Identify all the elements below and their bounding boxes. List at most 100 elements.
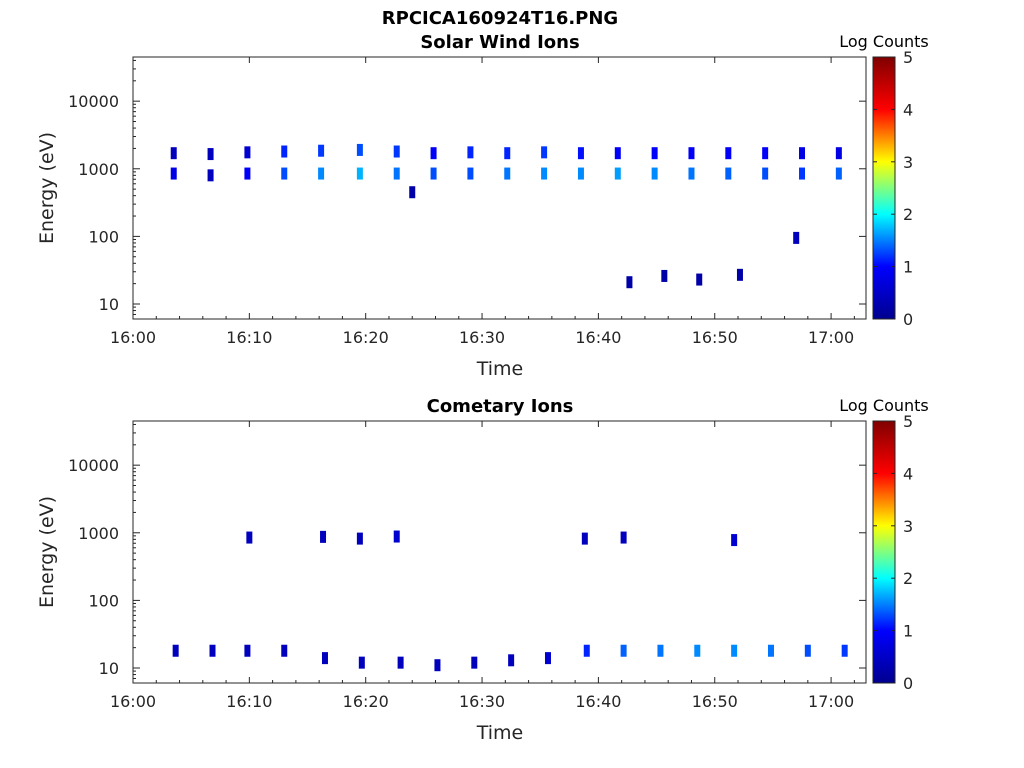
heatmap-cell [651, 147, 658, 160]
heatmap-cell [467, 146, 474, 159]
heatmap-cell [244, 644, 251, 657]
heatmap-cell [731, 534, 738, 547]
heatmap-cell [736, 268, 743, 281]
y-tick-label: 10000 [68, 456, 119, 475]
heatmap-cell [725, 147, 732, 160]
heatmap-cell [281, 644, 288, 657]
heatmap-cell [318, 167, 325, 180]
heatmap-cell [207, 148, 214, 161]
heatmap-cell [467, 167, 474, 180]
heatmap-cell [614, 167, 621, 180]
heatmap-cell [207, 169, 214, 182]
panel-title-solar-wind: Solar Wind Ions [420, 32, 579, 53]
y-tick-label: 10 [99, 659, 119, 678]
heatmap-cell [504, 167, 511, 180]
x-tick-label: 16:20 [343, 692, 389, 711]
colorbar-gradient [872, 420, 896, 684]
panel-cometary: Cometary Ions 16:00 16:10 16:20 16:30 16:40 1… [36, 396, 929, 744]
figure-title: RPCICA160924T16.PNG [382, 8, 618, 29]
heatmap-cell [393, 145, 400, 158]
heatmap-cell [356, 143, 363, 156]
x-tick-label: 16:00 [110, 328, 156, 347]
heatmap-cell [577, 167, 584, 180]
heatmap-cell [626, 276, 633, 289]
heatmap-cell [281, 145, 288, 158]
heatmap-cell [581, 532, 588, 545]
heatmap-cell [835, 167, 842, 180]
heatmap-cell [620, 531, 627, 544]
plot-frame-cometary [132, 420, 867, 684]
heatmap-cell [321, 652, 328, 665]
heatmap-cell [170, 167, 177, 180]
y-axis-label-cometary: Energy (eV) [36, 496, 58, 608]
panel-title-cometary: Cometary Ions [427, 396, 574, 417]
heatmap-cell [409, 186, 416, 199]
panel-solar-wind: Solar Wind Ions 16:00 16:10 16:20 16:30 16:4… [36, 32, 929, 380]
heatmap-cell [731, 644, 738, 657]
x-tick-label: 16:20 [343, 328, 389, 347]
heatmap-cell [434, 659, 441, 672]
heatmap-cell [688, 147, 695, 160]
heatmap-cell [246, 531, 253, 544]
colorbar-tick-label: 5 [903, 412, 913, 431]
x-tick-label: 16:10 [226, 692, 272, 711]
y-tick-label: 10000 [68, 92, 119, 111]
x-axis-label-solar-wind: Time [476, 358, 524, 380]
heatmap-cell [799, 167, 806, 180]
plot-frame-solar-wind [132, 56, 867, 320]
heatmap-cell [541, 167, 548, 180]
heatmap-cell [244, 146, 251, 159]
heatmap-cell [209, 644, 216, 657]
x-tick-label: 16:10 [226, 328, 272, 347]
heatmap-cell [614, 147, 621, 160]
heatmap-cell [762, 147, 769, 160]
axis-ticks-solar-wind: 16:00 16:10 16:20 16:30 16:40 16:50 17:00 10 100… [68, 57, 866, 347]
colorbar-tick-label: 5 [903, 48, 913, 67]
heatmap-cell [393, 530, 400, 543]
x-tick-label: 16:50 [692, 328, 738, 347]
x-tick-label: 16:40 [575, 692, 621, 711]
y-tick-label: 100 [88, 591, 119, 610]
heatmap-cell [725, 167, 732, 180]
heatmap-cell [541, 146, 548, 159]
x-tick-label: 16:30 [459, 328, 505, 347]
y-axis-label-solar-wind: Energy (eV) [36, 132, 58, 244]
heatmap-cell [804, 644, 811, 657]
heatmap-cell [835, 147, 842, 160]
x-tick-label: 16:40 [575, 328, 621, 347]
colorbar-tick-label: 3 [903, 153, 913, 172]
colorbar-tick-label: 1 [903, 258, 913, 277]
y-tick-label: 1000 [78, 524, 119, 543]
x-tick-label: 16:30 [459, 692, 505, 711]
heatmap-cells-solar-wind [170, 143, 842, 289]
heatmap-cell [583, 644, 590, 657]
heatmap-cell [471, 656, 478, 669]
heatmap-cell [281, 167, 288, 180]
colorbar-tick-label: 0 [903, 310, 913, 329]
heatmap-cell [696, 273, 703, 286]
x-tick-label: 17:00 [808, 692, 854, 711]
colorbar-label-cometary: Log Counts [839, 396, 929, 415]
colorbar-tick-label: 3 [903, 517, 913, 536]
x-tick-label: 17:00 [808, 328, 854, 347]
x-axis-label-cometary: Time [476, 722, 524, 744]
colorbar-gradient [872, 56, 896, 320]
heatmap-cell [508, 654, 515, 667]
heatmap-cell [620, 644, 627, 657]
heatmap-cell [762, 167, 769, 180]
heatmap-cell [430, 147, 437, 160]
heatmap-cell [356, 167, 363, 180]
y-tick-label: 1000 [78, 160, 119, 179]
y-tick-label: 100 [88, 227, 119, 246]
heatmap-cell [577, 147, 584, 160]
heatmap-cell [358, 656, 365, 669]
heatmap-cell [170, 147, 177, 160]
axis-ticks-cometary: 16:00 16:10 16:20 16:30 16:40 16:50 17:00 10 100… [68, 421, 866, 711]
heatmap-cell [172, 644, 179, 657]
heatmap-cells-cometary [172, 530, 848, 672]
heatmap-cell [504, 147, 511, 160]
heatmap-cell [657, 644, 664, 657]
colorbar-cometary: 0 1 2 3 4 5 [872, 412, 913, 693]
heatmap-cell [694, 644, 701, 657]
